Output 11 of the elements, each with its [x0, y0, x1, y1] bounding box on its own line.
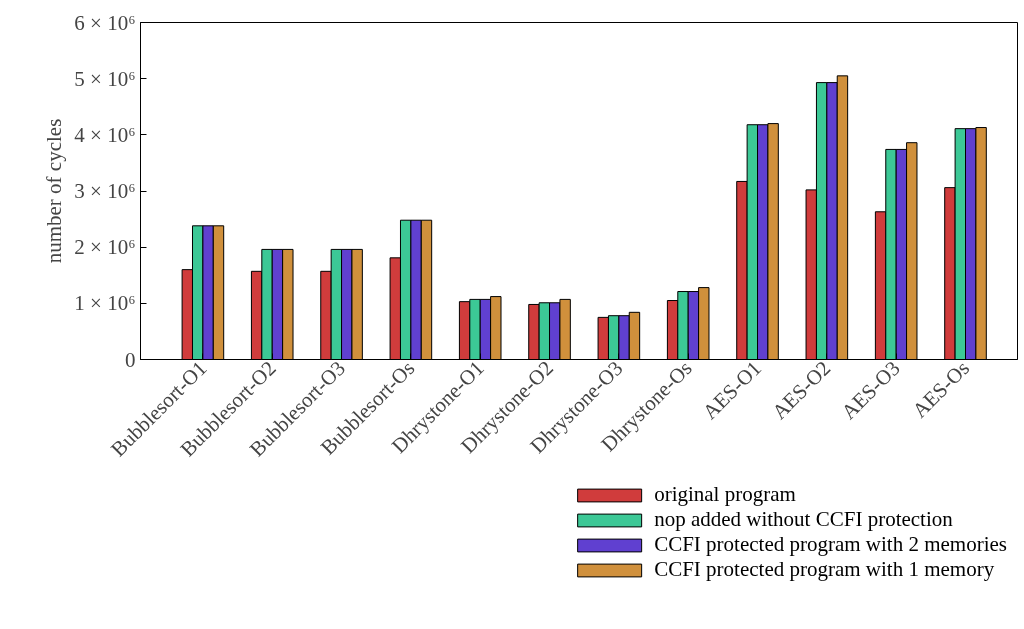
y-tick-label: 4 × 10⁶ [74, 122, 136, 147]
legend-label: CCFI protected program with 1 memory [654, 557, 995, 582]
y-tick-label: 3 × 10⁶ [74, 179, 136, 203]
legend-label: CCFI protected program with 2 memories [654, 532, 1007, 557]
y-tick-label: 5 × 10⁶ [74, 66, 136, 91]
y-tick-label: 1 × 10⁶ [74, 291, 136, 316]
y-axis-title: number of cycles [42, 118, 67, 264]
legend-label: original program [654, 482, 796, 507]
y-tick-label: 2 × 10⁶ [74, 235, 136, 260]
legend-label: nop added without CCFI protection [654, 507, 953, 532]
y-tick-label: 6 × 10⁶ [74, 10, 136, 35]
